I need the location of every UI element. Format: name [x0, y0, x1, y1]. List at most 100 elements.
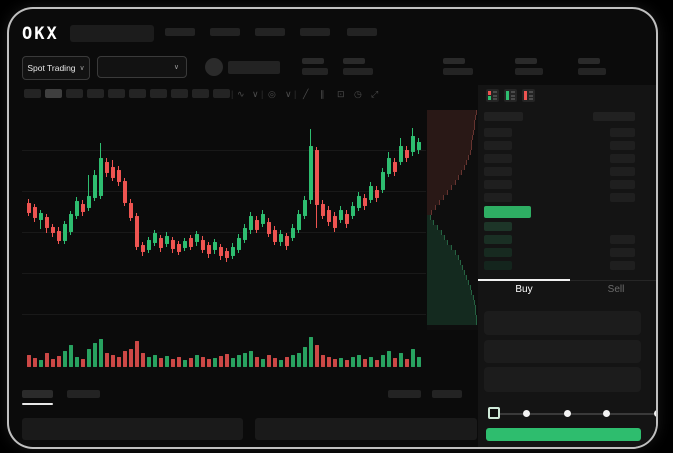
- timeframe-button-8[interactable]: [171, 89, 188, 98]
- volume-bar: [279, 360, 283, 367]
- ask-amount-placeholder: [610, 180, 635, 189]
- timeframe-button-4[interactable]: [87, 89, 104, 98]
- orders-tab[interactable]: [22, 390, 53, 398]
- timeframe-button-7[interactable]: [150, 89, 167, 98]
- candle: [45, 217, 49, 228]
- nav-item-3[interactable]: [255, 28, 285, 36]
- okx-logo[interactable]: OKX: [22, 24, 59, 44]
- indicator-icon[interactable]: ◎: [268, 89, 276, 99]
- orders-panel: [22, 418, 243, 440]
- candle: [417, 142, 421, 150]
- candle: [369, 186, 373, 200]
- nav-item-4[interactable]: [300, 28, 330, 36]
- depth-ask-row: [427, 145, 472, 150]
- depth-ask-row: [427, 130, 474, 135]
- ask-amount-placeholder: [610, 154, 635, 163]
- volume-bar: [69, 345, 73, 367]
- divider: |: [261, 89, 264, 99]
- timeframe-button-9[interactable]: [192, 89, 209, 98]
- total-input[interactable]: [484, 367, 641, 392]
- candle-style-icon[interactable]: ∿: [237, 89, 245, 99]
- volume-bar: [405, 359, 409, 367]
- candle: [141, 245, 145, 252]
- slider-stop-75[interactable]: [603, 410, 610, 417]
- candle: [381, 172, 385, 190]
- slider-stop-100[interactable]: [654, 410, 656, 417]
- candlestick-chart[interactable]: [22, 108, 426, 332]
- ask-price-placeholder: [484, 141, 512, 150]
- orderbook-view-asks-icon[interactable]: [522, 89, 535, 102]
- volume-bar: [309, 337, 313, 367]
- candle: [39, 213, 43, 220]
- expand-icon[interactable]: ⤢: [371, 89, 379, 99]
- depth-ask-row: [427, 120, 476, 125]
- candle: [135, 216, 139, 247]
- tab-buy[interactable]: Buy: [515, 284, 533, 295]
- ask-price-placeholder: [484, 154, 512, 163]
- timeframe-button-5[interactable]: [108, 89, 125, 98]
- slider-stop-50[interactable]: [564, 410, 571, 417]
- search-input[interactable]: [70, 25, 154, 42]
- candle: [51, 227, 55, 233]
- candle: [93, 175, 97, 198]
- volume-bar: [117, 357, 121, 367]
- candle: [105, 162, 109, 173]
- footer-action-2[interactable]: [432, 390, 462, 398]
- depth-bid-row: [427, 320, 478, 325]
- candle: [225, 251, 229, 258]
- amount-input[interactable]: [484, 340, 641, 363]
- volume-bar: [273, 358, 277, 367]
- last-price-indicator[interactable]: [484, 206, 531, 218]
- stat-label-placeholder: [443, 58, 465, 64]
- candle: [333, 216, 337, 228]
- candle-wick: [88, 175, 89, 211]
- nav-item-2[interactable]: [210, 28, 240, 36]
- timeframe-button-3[interactable]: [66, 89, 83, 98]
- depth-bid-row: [427, 295, 474, 300]
- bid-price-placeholder: [484, 235, 512, 244]
- snapshot-icon[interactable]: ⊡: [337, 89, 345, 99]
- depth-ask-row: [427, 135, 474, 140]
- amount-slider[interactable]: [490, 413, 654, 415]
- volume-bar: [225, 354, 229, 367]
- candle: [243, 228, 247, 240]
- pair-dropdown[interactable]: ∨: [97, 56, 187, 78]
- trendline-icon[interactable]: ╱: [303, 89, 309, 99]
- timeframe-button-1[interactable]: [24, 89, 41, 98]
- orders-panel-2: [255, 418, 477, 440]
- chevron-down-icon[interactable]: ∨: [285, 89, 292, 99]
- timeframe-button-6[interactable]: [129, 89, 146, 98]
- buy-button[interactable]: [486, 428, 641, 441]
- orderbook-view-combined-icon[interactable]: [486, 89, 499, 102]
- market-type-dropdown[interactable]: Spot Trading ∨: [22, 56, 90, 80]
- volume-bar: [219, 356, 223, 367]
- depth-ask-row: [427, 155, 469, 160]
- timer-icon[interactable]: ◷: [354, 89, 362, 99]
- volume-bar: [267, 355, 271, 367]
- slider-stop-25[interactable]: [523, 410, 530, 417]
- history-tab[interactable]: [67, 390, 100, 398]
- bid-amount-placeholder: [610, 261, 635, 270]
- parallel-lines-icon[interactable]: ∥: [320, 89, 325, 99]
- timeframe-button-10[interactable]: [213, 89, 230, 98]
- tab-sell[interactable]: Sell: [607, 284, 625, 295]
- chevron-down-icon[interactable]: ∨: [252, 89, 259, 99]
- orderbook-view-bids-icon[interactable]: [504, 89, 517, 102]
- nav-item-5[interactable]: [347, 28, 377, 36]
- nav-item-1[interactable]: [165, 28, 195, 36]
- ask-price-placeholder: [484, 167, 512, 176]
- timeframe-button-2[interactable]: [45, 89, 62, 98]
- chevron-down-icon: ∨: [79, 65, 85, 72]
- depth-bid-row: [427, 225, 439, 230]
- candle: [195, 234, 199, 242]
- footer-action-1[interactable]: [388, 390, 421, 398]
- depth-bid-row: [427, 250, 457, 255]
- volume-bar: [183, 360, 187, 367]
- divider: |: [231, 89, 234, 99]
- candle: [267, 222, 271, 234]
- volume-bar: [345, 360, 349, 367]
- price-input[interactable]: [484, 311, 641, 335]
- stat-label-placeholder: [302, 58, 324, 64]
- volume-bar: [165, 356, 169, 367]
- slider-handle[interactable]: [488, 407, 500, 419]
